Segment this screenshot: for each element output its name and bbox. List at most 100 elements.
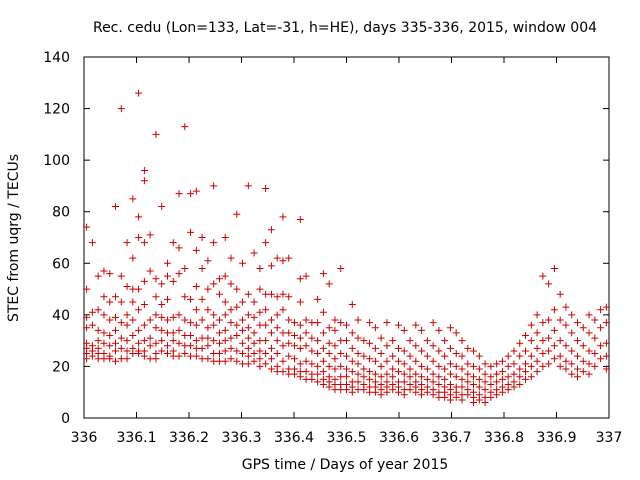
data-point	[389, 337, 397, 345]
data-point	[221, 357, 229, 365]
data-point	[117, 319, 125, 327]
data-point	[210, 311, 218, 319]
data-point	[516, 365, 524, 373]
data-point	[343, 352, 350, 360]
data-point	[158, 301, 166, 309]
data-point	[458, 337, 466, 345]
data-point	[394, 388, 402, 396]
y-tick-label: 140	[43, 50, 70, 66]
data-point	[262, 185, 270, 193]
data-point	[215, 316, 223, 324]
data-point	[302, 272, 310, 280]
data-point	[227, 344, 235, 352]
data-point	[562, 303, 570, 311]
data-point	[181, 264, 189, 272]
data-point	[533, 311, 541, 319]
data-point	[452, 350, 460, 358]
data-point	[452, 373, 460, 381]
x-tick-label: 336.1	[116, 430, 156, 446]
data-point	[470, 347, 478, 355]
data-point	[602, 339, 610, 347]
data-point	[319, 270, 327, 278]
data-point	[129, 254, 137, 262]
data-point	[94, 272, 102, 280]
data-point	[446, 360, 454, 368]
data-point	[244, 344, 252, 352]
data-point	[117, 298, 125, 306]
data-point	[198, 264, 206, 272]
data-point	[296, 360, 304, 368]
data-point	[527, 352, 535, 360]
x-axis-label: GPS time / Days of year 2015	[242, 457, 449, 473]
data-point	[585, 347, 593, 355]
data-point	[296, 334, 304, 342]
data-point	[389, 352, 397, 360]
data-point	[169, 329, 177, 337]
data-point	[204, 324, 212, 332]
data-point	[360, 386, 368, 394]
data-point	[140, 352, 148, 360]
data-point	[181, 293, 189, 301]
data-point	[250, 329, 258, 337]
data-point	[187, 342, 195, 350]
data-point	[400, 391, 408, 399]
data-point	[585, 360, 593, 368]
data-point	[296, 321, 304, 329]
data-point	[504, 362, 512, 370]
data-point	[331, 355, 339, 363]
data-point	[371, 388, 379, 396]
data-point	[568, 329, 576, 337]
data-point	[210, 337, 218, 345]
data-point	[550, 264, 558, 272]
data-point	[244, 360, 252, 368]
data-point	[493, 370, 501, 378]
data-point	[377, 391, 385, 399]
data-point	[146, 231, 154, 239]
data-point	[464, 344, 472, 352]
data-point	[123, 321, 131, 329]
data-point	[279, 257, 287, 265]
data-point	[112, 203, 119, 211]
data-point	[446, 324, 454, 332]
data-point	[140, 337, 148, 345]
data-point	[239, 350, 247, 358]
data-point	[152, 339, 160, 347]
data-point	[192, 246, 200, 254]
x-tick-label: 336.9	[536, 430, 576, 446]
data-point	[152, 324, 160, 332]
data-point	[429, 357, 437, 365]
data-point	[135, 339, 143, 347]
data-point	[579, 342, 587, 350]
data-point	[574, 337, 581, 345]
y-tick-label: 40	[52, 308, 70, 324]
data-point	[244, 290, 252, 298]
data-point	[533, 344, 541, 352]
data-point	[400, 360, 408, 368]
data-point	[475, 375, 483, 383]
data-point	[262, 239, 270, 247]
data-point	[233, 303, 241, 311]
data-point	[366, 339, 374, 347]
data-point	[348, 368, 356, 376]
data-point	[527, 321, 535, 329]
data-point	[291, 355, 299, 363]
data-point	[446, 370, 454, 378]
data-point	[112, 347, 119, 355]
data-point	[423, 352, 431, 360]
data-point	[175, 244, 183, 252]
x-tick-label: 336.4	[274, 430, 314, 446]
data-point	[215, 290, 223, 298]
data-point	[233, 210, 241, 218]
data-point	[441, 375, 449, 383]
data-point	[123, 311, 131, 319]
data-point	[429, 391, 437, 399]
data-point	[343, 386, 350, 394]
data-point	[256, 362, 264, 370]
data-point	[481, 378, 489, 386]
data-point	[192, 282, 200, 290]
data-point	[175, 326, 183, 334]
data-point	[464, 391, 472, 399]
data-point	[215, 329, 223, 337]
data-point	[88, 239, 96, 247]
